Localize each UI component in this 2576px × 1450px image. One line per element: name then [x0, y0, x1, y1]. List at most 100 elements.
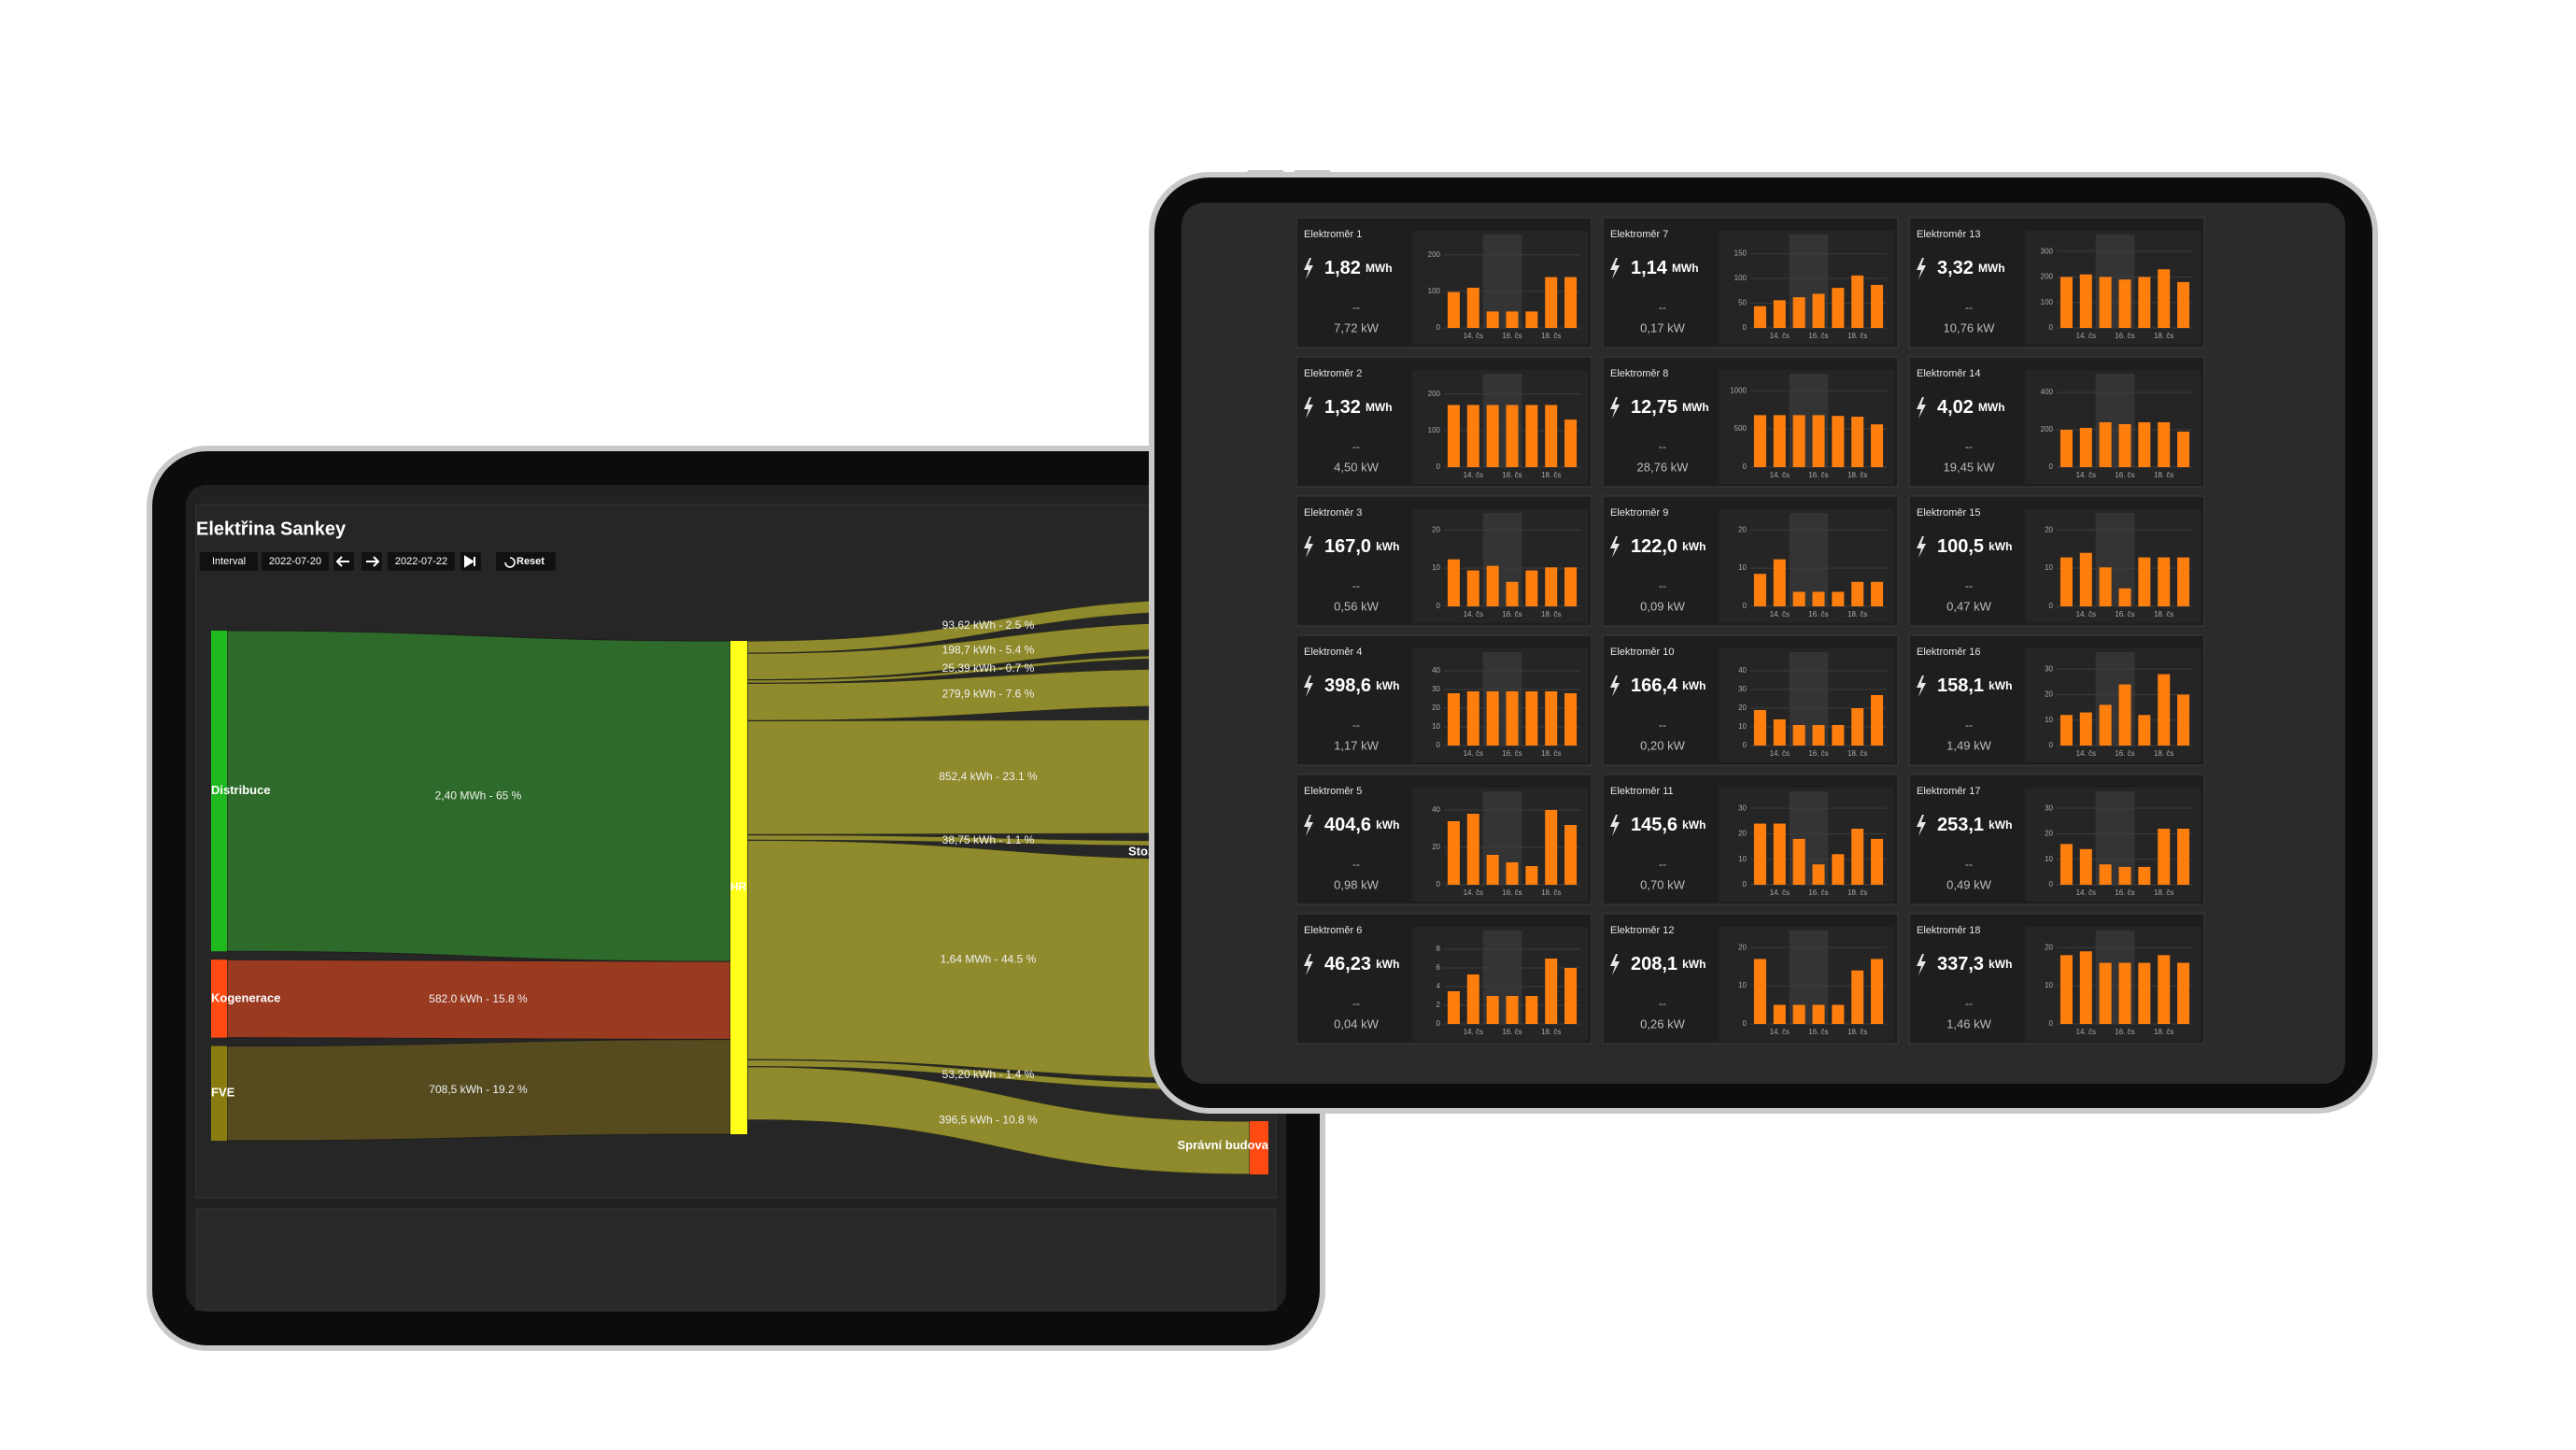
sankey-node-label: HR — [730, 880, 747, 893]
energy-number: 122,0 — [1631, 536, 1677, 557]
energy-unit: MWh — [1978, 262, 2005, 275]
x-tick-label: 14. čs — [1464, 610, 1483, 618]
y-tick-label: 200 — [1428, 390, 1441, 398]
bar — [2059, 277, 2073, 328]
bar — [1851, 581, 1864, 606]
y-tick-label: 0 — [2049, 1019, 2054, 1028]
sankey-node — [730, 641, 747, 1134]
energy-unit: kWh — [1376, 818, 1399, 832]
card-title: Elektroměr 17 — [1917, 786, 1980, 797]
energy-value: 4,02 MWh — [1937, 397, 2005, 418]
x-tick-label: 16. čs — [1502, 1028, 1522, 1036]
placeholder: -- — [1659, 997, 1666, 1010]
bar — [1792, 838, 1805, 885]
bar — [2138, 422, 2151, 467]
x-tick-label: 18. čs — [2154, 888, 2173, 897]
y-tick-label: 10 — [1738, 855, 1747, 863]
power-value: 0,20 kW — [1640, 738, 1685, 752]
bar — [1871, 424, 1884, 467]
meter-card: Elektroměr 13 3,32 MWh -- 10,76 kW 0 100 200 300… — [1908, 217, 2205, 348]
card-title: Elektroměr 3 — [1304, 507, 1362, 519]
bolt-icon — [1917, 675, 1926, 697]
y-tick-label: 500 — [1734, 424, 1748, 433]
energy-unit: kWh — [1682, 679, 1706, 692]
y-tick-label: 0 — [2049, 741, 2054, 749]
energy-value: 337,3 kWh — [1937, 954, 2012, 974]
bar — [1545, 405, 1558, 467]
x-tick-label: 16. čs — [1502, 888, 1522, 897]
y-tick-label: 400 — [2041, 388, 2054, 396]
power-value: 0,26 kW — [1640, 1016, 1685, 1031]
bar — [1486, 405, 1499, 467]
bar — [1525, 405, 1538, 467]
bar — [1525, 311, 1538, 328]
y-tick-label: 0 — [1743, 1019, 1748, 1028]
energy-value: 1,82 MWh — [1324, 258, 1393, 278]
date-from-input[interactable] — [262, 552, 329, 571]
bar — [1486, 565, 1499, 606]
sankey-diagram: 2,40 MWh - 65 % Distribuce 582.0 kWh - 15.… — [211, 597, 1269, 1175]
y-tick-label: 0 — [1437, 323, 1441, 332]
sankey-node-label: Kogenerace — [211, 990, 280, 1004]
bar — [2079, 274, 2092, 328]
energy-value: 1,32 MWh — [1324, 397, 1393, 418]
x-tick-label: 16. čs — [2115, 888, 2134, 897]
energy-unit: MWh — [1682, 401, 1709, 414]
y-tick-label: 0 — [1743, 323, 1748, 332]
y-tick-label: 10 — [1432, 563, 1440, 572]
bar — [2158, 829, 2171, 885]
energy-unit: MWh — [1366, 401, 1393, 414]
energy-value: 398,6 kWh — [1324, 675, 1399, 696]
y-tick-label: 100 — [1428, 287, 1441, 295]
bar — [1564, 277, 1578, 328]
bolt-icon — [1917, 954, 1926, 975]
y-tick-label: 20 — [1432, 704, 1440, 712]
energy-number: 337,3 — [1937, 954, 1984, 974]
bar — [1792, 725, 1805, 746]
meter-card: Elektroměr 9 122,0 kWh -- 0,09 kW 0 10 20 14. čs… — [1602, 495, 1899, 627]
bar — [1486, 996, 1499, 1024]
y-tick-label: 0 — [1743, 741, 1748, 749]
x-tick-label: 14. čs — [2076, 888, 2096, 897]
energy-value: 158,1 kWh — [1937, 675, 2012, 696]
interval-button[interactable] — [200, 552, 258, 571]
bar — [2099, 567, 2112, 606]
bar — [1486, 691, 1499, 746]
prev-icon — [335, 556, 349, 567]
x-tick-label: 16. čs — [1808, 888, 1828, 897]
x-tick-label: 18. čs — [1847, 471, 1867, 479]
bar — [1753, 823, 1766, 885]
energy-value: 100,5 kWh — [1937, 536, 2012, 557]
energy-unit: MWh — [1366, 262, 1393, 275]
y-tick-label: 10 — [2045, 563, 2053, 572]
y-tick-label: 20 — [2045, 830, 2053, 838]
bolt-icon — [1304, 815, 1313, 836]
bar — [1525, 570, 1538, 606]
y-tick-label: 0 — [1437, 880, 1441, 888]
bar — [1486, 855, 1499, 885]
bar — [1753, 574, 1766, 606]
bar — [2177, 962, 2190, 1024]
y-tick-label: 0 — [2049, 880, 2054, 888]
meter-card: Elektroměr 2 1,32 MWh -- 4,50 kW 0 100 200 14. č… — [1295, 356, 1592, 488]
reset-button[interactable] — [496, 552, 556, 571]
y-tick-label: 30 — [1432, 685, 1440, 693]
sankey-link-label: 708,5 kWh - 19.2 % — [429, 1083, 528, 1096]
y-tick-label: 200 — [2041, 425, 2054, 434]
power-value: 0,49 kW — [1946, 877, 1991, 891]
bolt-icon — [1304, 258, 1313, 279]
placeholder: -- — [1352, 718, 1360, 732]
bar — [1812, 293, 1825, 328]
y-tick-label: 50 — [1738, 299, 1747, 307]
bar — [1545, 810, 1558, 885]
bar — [1851, 275, 1864, 328]
y-tick-label: 10 — [1738, 722, 1747, 731]
empty-panel — [195, 1208, 1277, 1311]
x-tick-label: 16. čs — [1808, 471, 1828, 479]
energy-unit: kWh — [1989, 679, 2012, 692]
y-tick-label: 100 — [1428, 426, 1441, 434]
y-tick-label: 10 — [1432, 722, 1440, 731]
date-to-input[interactable] — [388, 552, 455, 571]
x-tick-label: 14. čs — [2076, 749, 2096, 758]
y-tick-label: 20 — [2045, 690, 2053, 699]
